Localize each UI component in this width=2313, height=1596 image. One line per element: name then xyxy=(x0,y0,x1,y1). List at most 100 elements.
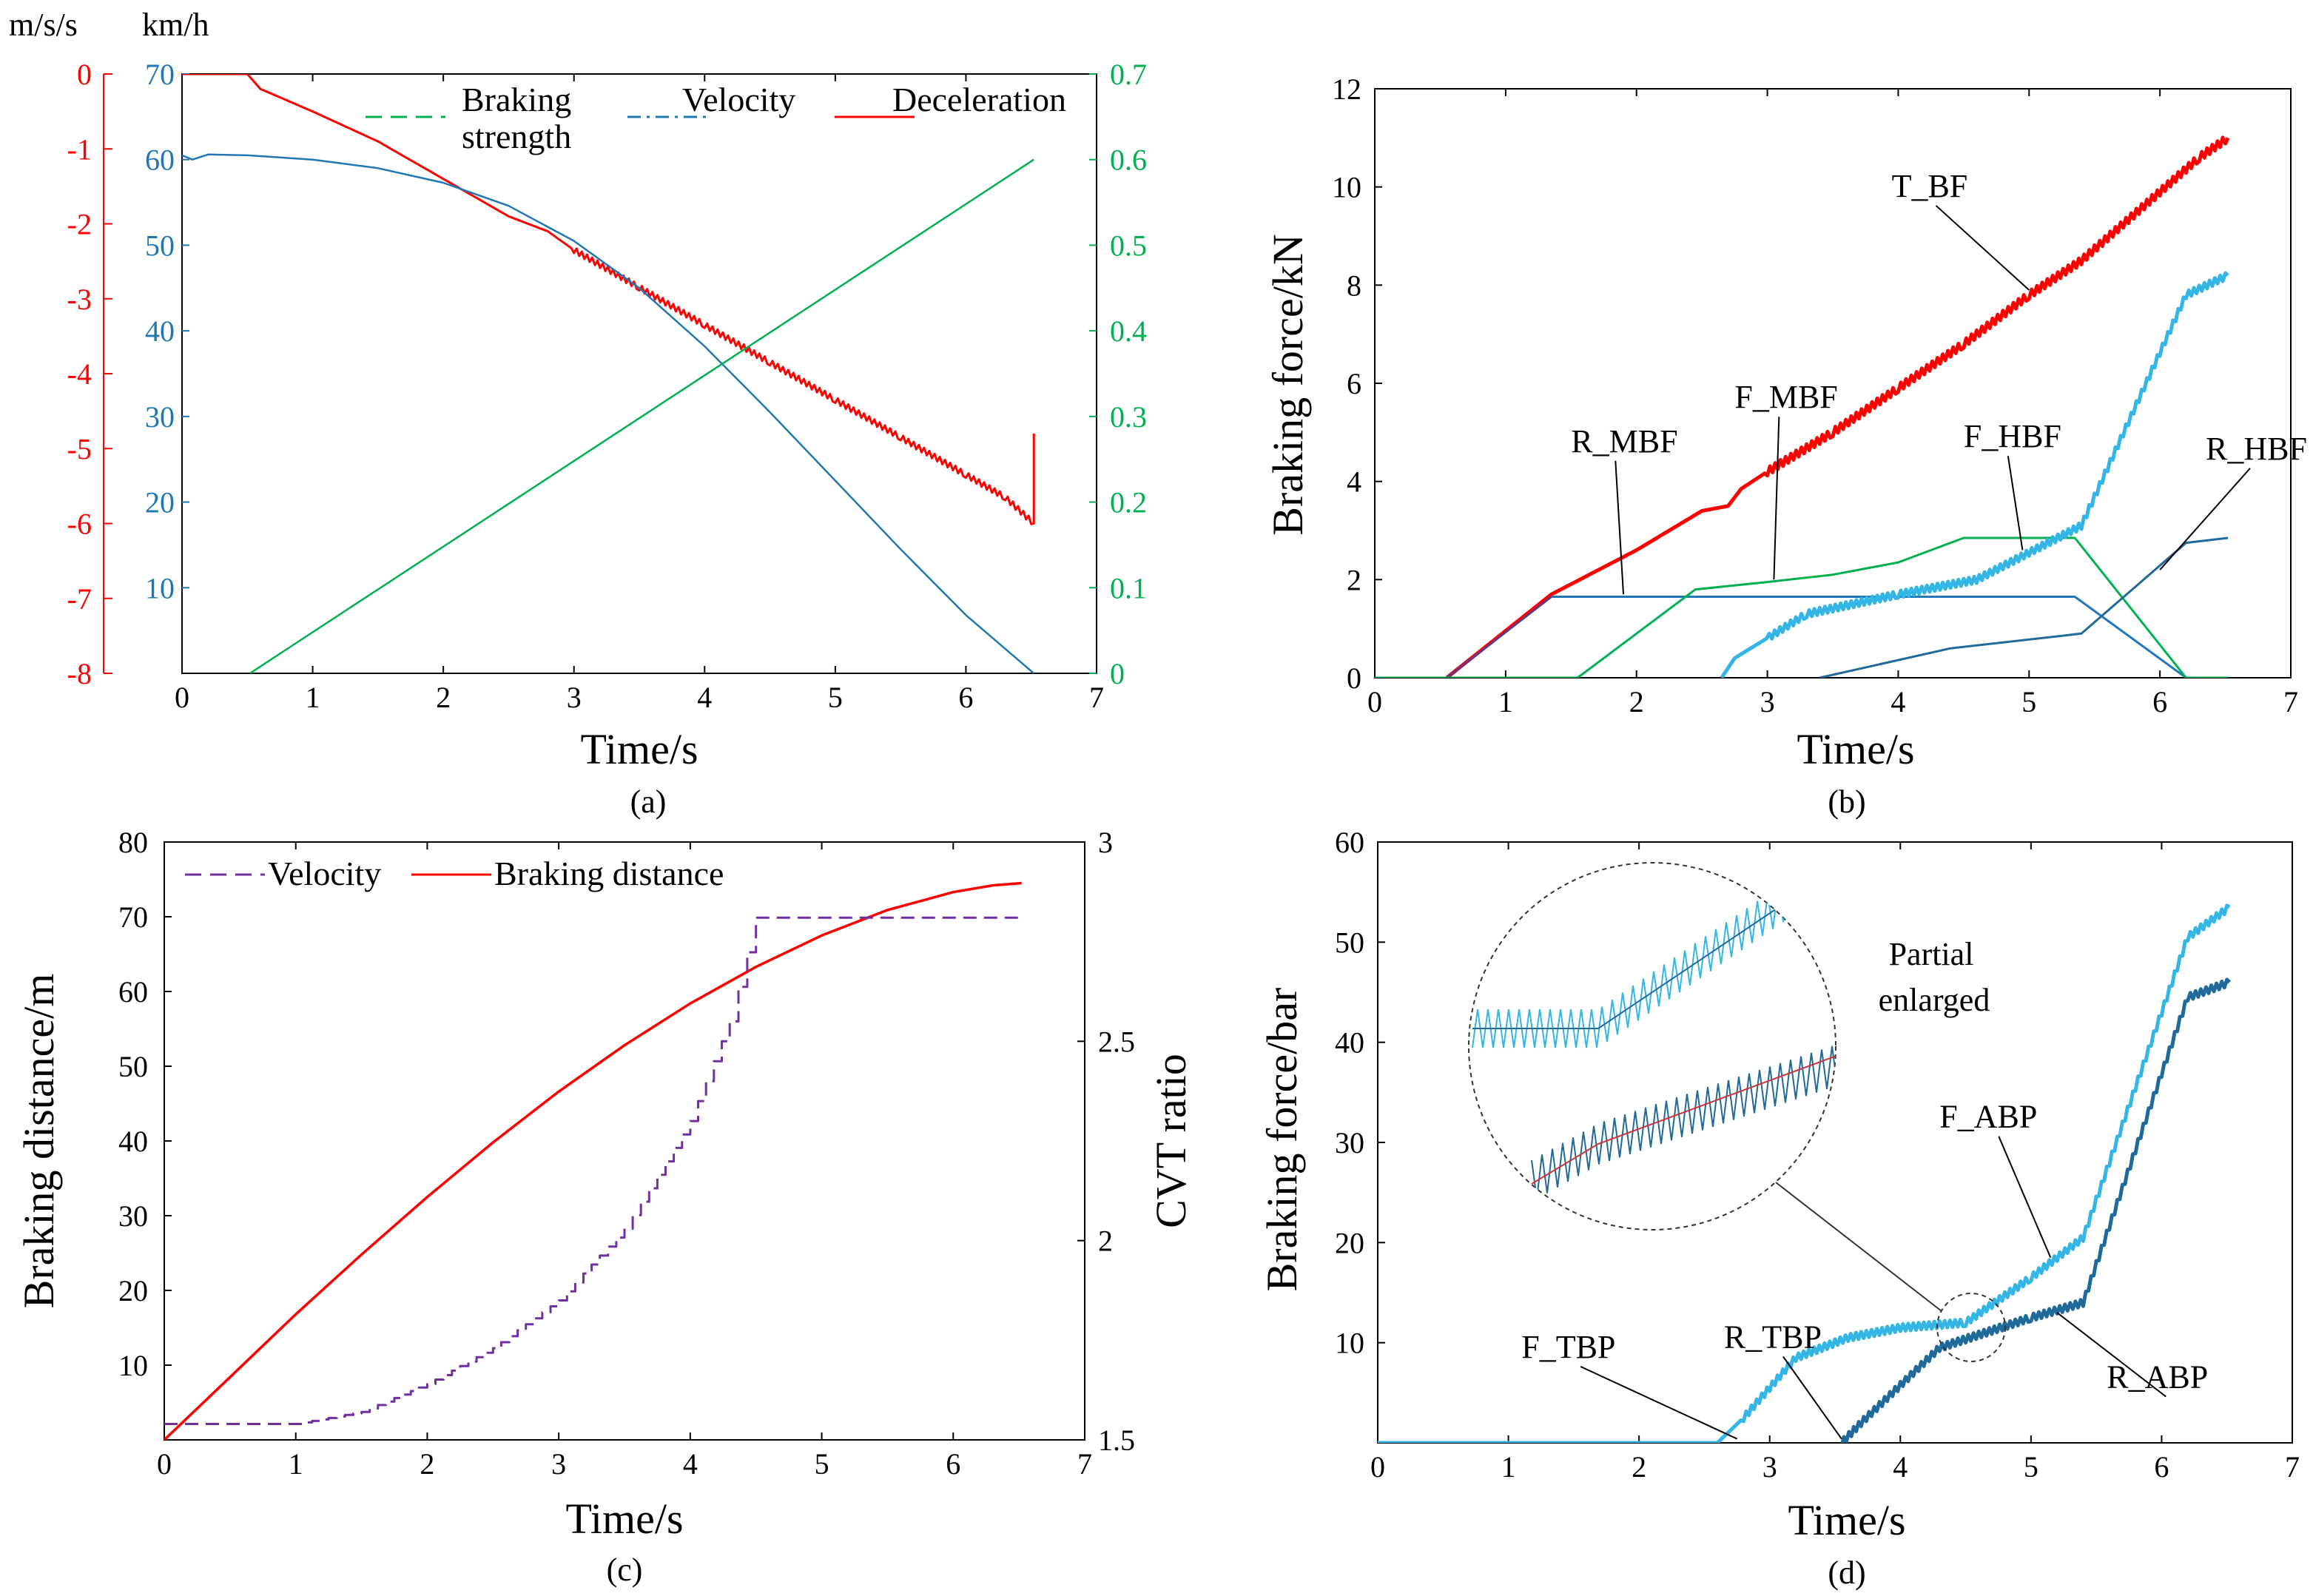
series-t-bf xyxy=(1445,135,2230,678)
y-tick-label: -2 xyxy=(67,208,92,241)
series-braking-strength xyxy=(249,158,1034,673)
velocity-axis-ticks: 10 20 30 40 50 60 70 xyxy=(145,58,189,605)
legend-label: Velocity xyxy=(268,855,381,892)
x-tick-label: 7 xyxy=(2285,1450,2300,1484)
y-tick-label: -5 xyxy=(67,432,92,465)
y-tick-label: 50 xyxy=(1335,926,1364,959)
annotation-label: R_ABP xyxy=(2107,1359,2208,1395)
x-tick-label: 2 xyxy=(1632,1450,1646,1484)
annotation-label: F_TBP xyxy=(1521,1329,1615,1365)
panel-label-b: (b) xyxy=(1828,784,1865,820)
x-tick-label: 4 xyxy=(1893,1450,1908,1484)
y-tick-label: 0.6 xyxy=(1110,144,1147,177)
x-tick-label: 4 xyxy=(683,1447,698,1481)
zoom-source-circle xyxy=(1936,1293,2006,1362)
x-tick-label: 3 xyxy=(551,1447,566,1481)
legend-label: strength xyxy=(462,118,571,155)
y-tick-label: 60 xyxy=(1335,826,1364,859)
y-tick-label: 2 xyxy=(1347,563,1361,596)
x-tick-label: 6 xyxy=(2154,1450,2169,1484)
series-r-hbf xyxy=(1819,536,2229,678)
legend-c: Velocity Braking distance xyxy=(185,855,724,892)
inset-front-mean-line xyxy=(1472,903,1784,1029)
legend-label: Deceleration xyxy=(892,81,1066,118)
y-tick-label: 8 xyxy=(1347,269,1361,302)
annotations-b: T_BF F_MBF R_MBF F_HBF R_HBF xyxy=(1571,168,2307,595)
annotation-leader xyxy=(2056,1312,2166,1398)
annotation-leader xyxy=(1580,1366,1737,1440)
y-tick-label: 80 xyxy=(118,826,148,859)
y-tick-label: 0.5 xyxy=(1110,229,1147,262)
y-tick-label: 6 xyxy=(1347,367,1361,400)
y-tick-label: 0 xyxy=(1110,657,1125,690)
x-axis-ticks-b: 0 1 2 3 4 5 6 7 xyxy=(1367,89,2298,718)
x-tick-label: 1 xyxy=(306,681,320,714)
y-tick-label: 1.5 xyxy=(1098,1424,1135,1457)
unit-label-decel: m/s/s xyxy=(9,7,78,43)
annotation-label: R_HBF xyxy=(2206,431,2307,467)
x-tick-label: 6 xyxy=(2152,685,2167,718)
x-tick-label: 3 xyxy=(1762,1450,1777,1484)
y-tick-label: 40 xyxy=(118,1125,148,1158)
inset-connector-line xyxy=(1775,1182,1942,1312)
x-tick-label: 3 xyxy=(567,681,582,714)
series-f-mbf xyxy=(1551,596,2187,678)
plot-area-c xyxy=(164,841,1085,1441)
series-group-a xyxy=(182,74,1035,673)
annotation-label: R_MBF xyxy=(1571,423,1677,459)
series-deceleration xyxy=(182,74,1035,525)
y-tick-label: 0.4 xyxy=(1110,314,1147,348)
y-tick-label: -7 xyxy=(67,582,92,616)
y-tick-label: 40 xyxy=(1335,1026,1364,1060)
series-r-mbf xyxy=(1446,596,1552,678)
y-tick-label: 2.5 xyxy=(1098,1025,1135,1058)
y-tick-label: 20 xyxy=(118,1274,148,1307)
inset-rear-mean-line xyxy=(1531,1053,1836,1185)
annotation-label: R_TBP xyxy=(1724,1319,1822,1355)
y-tick-label: 20 xyxy=(1335,1226,1364,1259)
x-tick-label: 2 xyxy=(420,1447,434,1481)
y-axis-ticks-c: 10 20 30 40 50 60 70 80 xyxy=(118,826,172,1382)
legend-label: Braking distance xyxy=(494,855,724,892)
x-tick-label: 4 xyxy=(697,681,712,714)
y-axis-label-c: Braking distance/m xyxy=(15,974,63,1309)
inset-rear-zoom-line xyxy=(1531,1042,1836,1199)
x-tick-label: 5 xyxy=(2021,685,2036,718)
x-axis-label-a: Time/s xyxy=(580,725,698,773)
x-tick-label: 0 xyxy=(1370,1450,1385,1484)
y-axis-ticks-d: 10 20 30 40 50 60 xyxy=(1335,826,1385,1360)
y-tick-label: 10 xyxy=(1332,171,1361,204)
x-axis-label-c: Time/s xyxy=(565,1495,683,1543)
panel-label-a: (a) xyxy=(630,784,667,820)
y-axis-ticks-b: 0 2 4 6 8 10 12 xyxy=(1332,73,1382,695)
x-tick-label: 7 xyxy=(2283,685,2298,718)
annotation-leader xyxy=(2007,456,2024,550)
y-tick-label: -3 xyxy=(67,283,92,316)
strength-axis-ticks: 0 0.1 0.2 0.3 0.4 0.5 0.6 0.7 xyxy=(1089,58,1147,690)
x-tick-label: 7 xyxy=(1089,681,1104,714)
chart-panel-d: 0 1 2 3 4 5 6 7 10 20 30 40 50 60 Partial enlarged F… xyxy=(1258,826,2300,1591)
y-tick-label: 60 xyxy=(118,975,148,1009)
y-tick-label: 2 xyxy=(1098,1225,1113,1258)
y-tick-label: 0 xyxy=(77,58,92,91)
y-tick-label: 40 xyxy=(145,314,175,348)
annotation-leader xyxy=(2159,468,2251,570)
series-group-b xyxy=(1375,135,2230,678)
right-y-axis-ticks-c: 1.5 2 2.5 3 xyxy=(1077,826,1135,1457)
annotation-leader xyxy=(1773,417,1780,580)
y-tick-label: 60 xyxy=(145,144,175,177)
chart-panel-c: 0 1 2 3 4 5 6 7 10 20 30 40 50 60 70 80 1.5 2 2.5 3 Veloc… xyxy=(15,826,1195,1588)
y-tick-label: -4 xyxy=(67,357,92,391)
x-tick-label: 0 xyxy=(157,1447,172,1481)
y-tick-label: 0.3 xyxy=(1110,400,1147,434)
y-tick-label: 70 xyxy=(145,58,175,91)
y-tick-label: -1 xyxy=(67,132,92,166)
y-tick-label: 50 xyxy=(118,1050,148,1083)
y-tick-label: -8 xyxy=(67,657,92,690)
x-tick-label: 3 xyxy=(1760,685,1775,718)
y-tick-label: 70 xyxy=(118,900,148,934)
inset-label-line-2: enlarged xyxy=(1879,982,1990,1018)
x-tick-label: 6 xyxy=(958,681,973,714)
series-braking-distance xyxy=(164,881,1022,1440)
